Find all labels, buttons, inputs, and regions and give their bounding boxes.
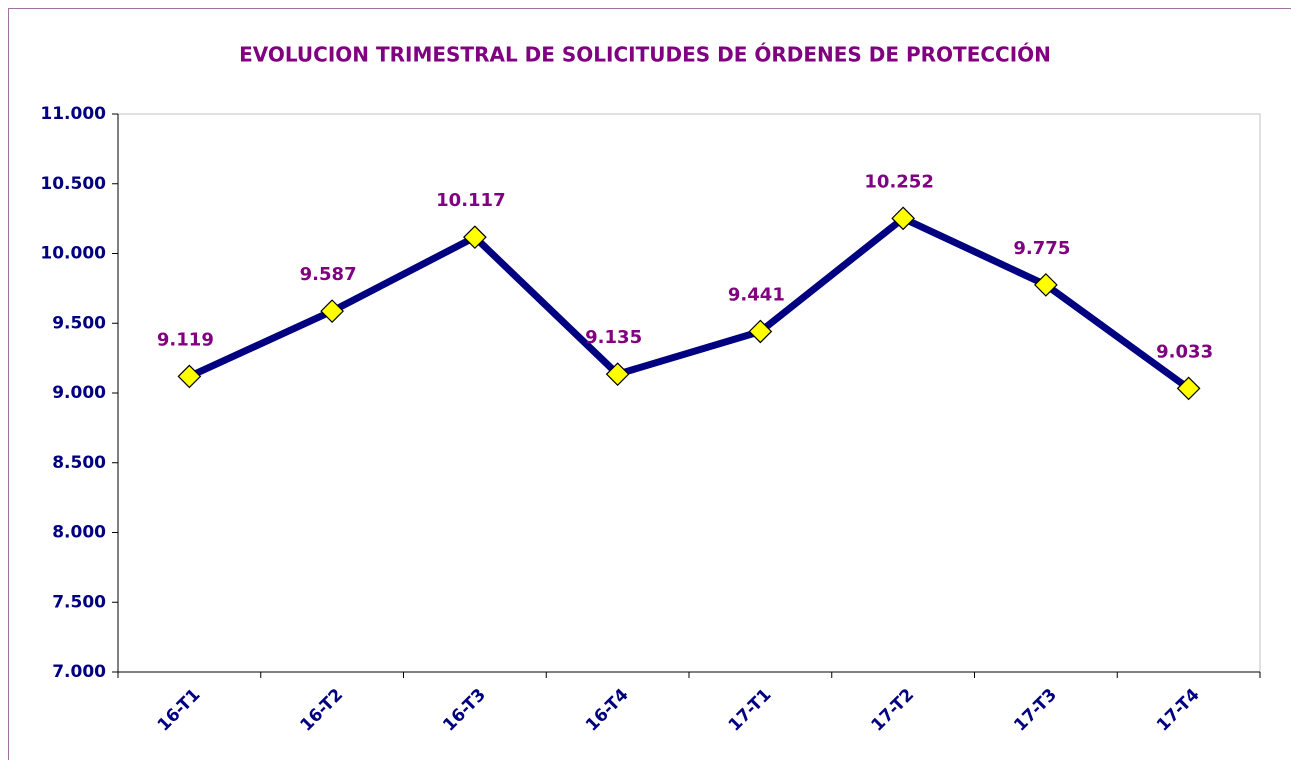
x-tick-label: 17-T4 — [1153, 685, 1204, 736]
x-tick-label: 17-T3 — [1010, 685, 1061, 736]
plot-area — [117, 113, 1261, 673]
data-label: 10.252 — [864, 171, 933, 192]
x-tick-label: 17-T2 — [868, 685, 919, 736]
chart-title: EVOLUCION TRIMESTRAL DE SOLICITUDES DE Ó… — [239, 43, 1051, 67]
marker — [605, 362, 630, 387]
chart-frame — [8, 8, 1291, 760]
marker — [463, 225, 487, 250]
line — [187, 214, 1191, 392]
x-tick-label: 16-T4 — [582, 685, 633, 736]
y-tick-label: 7.500 — [52, 592, 106, 612]
marker — [891, 206, 915, 231]
y-tick-label: 9.500 — [52, 313, 106, 333]
x-tick-label: 16-T2 — [297, 685, 348, 736]
marker — [748, 319, 773, 344]
y-tick-label: 10.500 — [40, 174, 106, 194]
data-label: 9.441 — [728, 284, 785, 305]
y-tick-label: 7.000 — [52, 662, 106, 682]
data-label: 9.119 — [157, 329, 214, 350]
marker — [320, 299, 344, 323]
x-tick-label: 17-T1 — [725, 685, 776, 736]
y-tick-label: 9.000 — [52, 383, 106, 403]
marker — [1034, 273, 1058, 297]
y-tick-label: 10.000 — [40, 244, 106, 264]
x-tick-label: 16-T1 — [154, 685, 205, 736]
data-label: 9.775 — [1013, 238, 1070, 259]
data-label: 9.587 — [300, 264, 357, 285]
y-tick-label: 8.000 — [52, 523, 106, 543]
data-label: 10.117 — [436, 190, 505, 211]
y-tick-label: 8.500 — [52, 453, 106, 473]
data-label: 9.135 — [585, 327, 642, 348]
y-tick-label: 11.000 — [40, 104, 106, 124]
marker — [1176, 376, 1201, 401]
marker — [177, 364, 202, 389]
x-tick-label: 16-T3 — [439, 685, 490, 736]
data-label: 9.033 — [1156, 341, 1213, 362]
